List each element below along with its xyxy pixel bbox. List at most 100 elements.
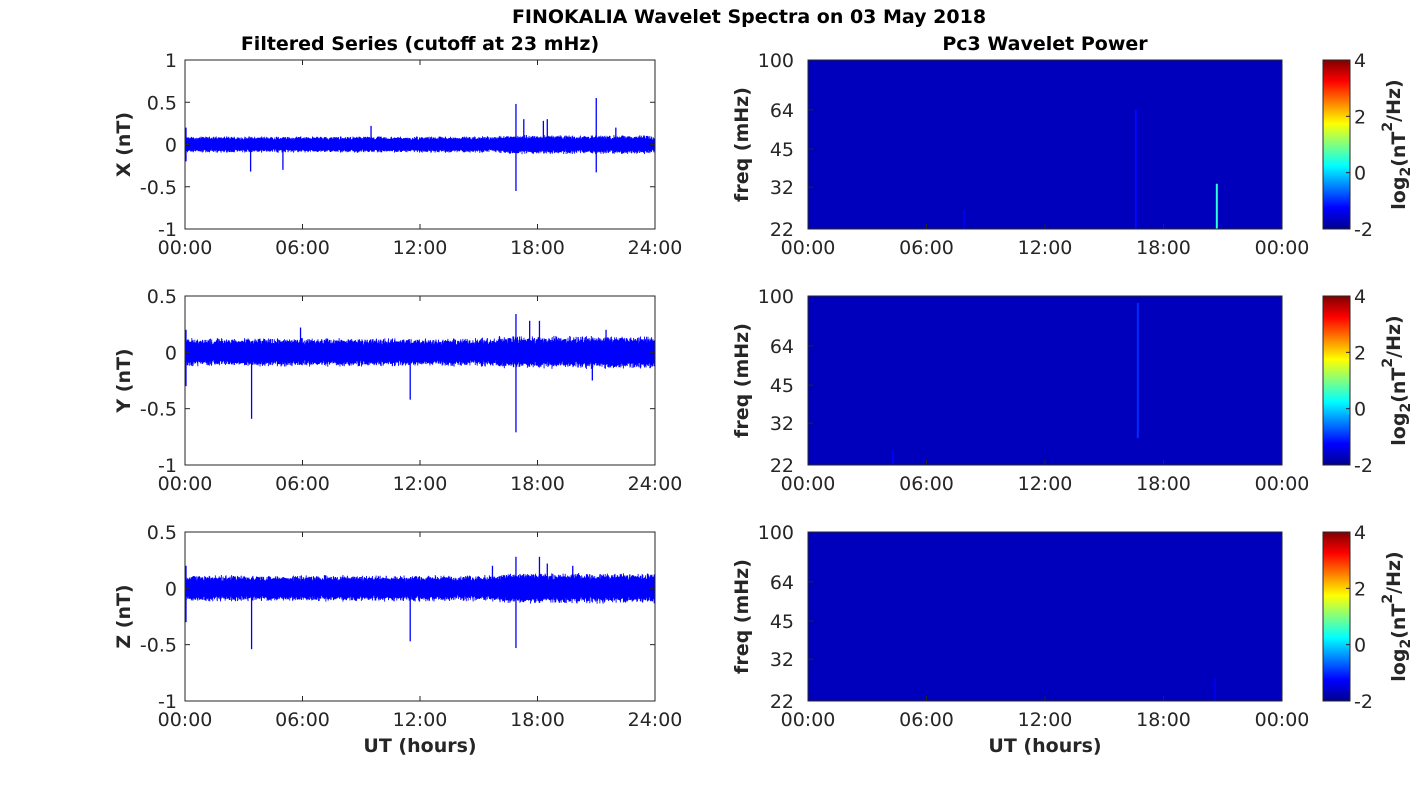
colorbar-frame	[1322, 59, 1351, 230]
power-streak-0	[1136, 302, 1139, 439]
colorbar	[1323, 296, 1350, 465]
power-background	[808, 60, 1282, 229]
power-streak-1	[1215, 183, 1218, 229]
y-tick-label: 45	[770, 611, 794, 633]
x-tick-label: 24:00	[628, 709, 683, 731]
x-tick-label: 00:00	[781, 709, 836, 731]
colorbar-tick-label: 2	[1354, 578, 1366, 600]
y-tick-label: -1	[158, 691, 177, 713]
plot-frame	[184, 295, 656, 466]
x-tick-label: 06:00	[899, 237, 954, 259]
right-x-axis-label: UT (hours)	[988, 735, 1101, 757]
colorbar-tick-label: 0	[1354, 163, 1366, 185]
x-tick-label: 06:00	[275, 237, 330, 259]
x-tick-label: 12:00	[393, 709, 448, 731]
y-axis-label: freq (mHz)	[731, 559, 753, 674]
y-tick-label: -1	[158, 219, 177, 241]
colorbar-tick-label: 0	[1354, 399, 1366, 421]
x-tick-label: 12:00	[393, 237, 448, 259]
colorbar-label: log2(nT2/Hz)	[1380, 551, 1414, 681]
x-tick-label: 18:00	[1136, 237, 1191, 259]
figure-title: FINOKALIA Wavelet Spectra on 03 May 2018	[512, 6, 986, 28]
colorbar-tick-label: -2	[1354, 691, 1373, 713]
y-axis-label: X (nT)	[113, 112, 135, 177]
x-tick-label: 06:00	[899, 473, 954, 495]
colorbar-label: log2(nT2/Hz)	[1380, 79, 1414, 209]
series-panel-y: 00:00 06:00 12:00 18:00 24:00 0.5 0 -0.5 -1 Y (nT…	[113, 286, 682, 495]
power-streak-0	[1213, 678, 1216, 701]
y-axis-label: freq (mHz)	[731, 87, 753, 202]
colorbar-tick-label: -2	[1354, 455, 1373, 477]
x-tick-label: 00:00	[781, 473, 836, 495]
colorbar-tick-label: -2	[1354, 219, 1373, 241]
y-tick-label: 45	[770, 375, 794, 397]
x-tick-label: 18:00	[510, 237, 565, 259]
colorbar-tick-label: 2	[1354, 342, 1366, 364]
power-panel-x: 00:00 06:00 12:00 18:00 00:00 100 64 45 32 22 freq…	[731, 50, 1414, 259]
y-tick-label: -0.5	[140, 635, 177, 657]
y-tick-label: 64	[770, 572, 794, 594]
x-tick-label: 18:00	[1136, 709, 1191, 731]
y-tick-label: 32	[770, 177, 794, 199]
y-tick-label: 22	[770, 691, 794, 713]
power-streak-2	[963, 210, 966, 229]
x-tick-label: 18:00	[510, 709, 565, 731]
colorbar-tick-label: 4	[1354, 50, 1366, 72]
colorbar-tick-label: 2	[1354, 106, 1366, 128]
x-tick-label: 18:00	[510, 473, 565, 495]
x-tick-label: 18:00	[1136, 473, 1191, 495]
power-streak-0	[1134, 109, 1137, 229]
power-streak-1	[891, 450, 894, 465]
y-tick-label: 22	[770, 219, 794, 241]
y-axis-label: Y (nT)	[113, 348, 135, 413]
x-tick-label: 06:00	[899, 709, 954, 731]
right-column-title: Pc3 Wavelet Power	[942, 33, 1148, 55]
series-line-y	[184, 335, 656, 369]
y-tick-label: 0	[165, 342, 177, 364]
power-background	[808, 532, 1282, 701]
colorbar-label: log2(nT2/Hz)	[1380, 315, 1414, 445]
x-tick-label: 00:00	[781, 237, 836, 259]
colorbar-tick-label: 4	[1354, 522, 1366, 544]
x-tick-label: 24:00	[628, 237, 683, 259]
y-tick-label: 22	[770, 455, 794, 477]
y-tick-label: 0.5	[147, 522, 177, 544]
colorbar-tick-label: 4	[1354, 286, 1366, 308]
x-tick-label: 00:00	[158, 473, 213, 495]
y-tick-label: -0.5	[140, 177, 177, 199]
power-panel-z: 00:00 06:00 12:00 18:00 00:00 100 64 45 32 22 freq…	[731, 522, 1414, 731]
y-tick-label: 0.5	[147, 92, 177, 114]
plot-frame	[184, 531, 656, 702]
x-tick-label: 12:00	[1018, 473, 1073, 495]
colorbar	[1323, 532, 1350, 701]
series-line-x	[184, 135, 656, 155]
left-column-title: Filtered Series (cutoff at 23 mHz)	[241, 33, 599, 55]
y-tick-label: 100	[758, 522, 794, 544]
series-line-z	[184, 572, 656, 604]
y-tick-label: 1	[165, 50, 177, 72]
x-tick-label: 06:00	[275, 709, 330, 731]
power-panel-y: 00:00 06:00 12:00 18:00 00:00 100 64 45 32 22 freq…	[731, 286, 1414, 495]
colorbar	[1323, 60, 1350, 229]
x-tick-label: 12:00	[1018, 709, 1073, 731]
x-tick-label: 00:00	[1255, 473, 1310, 495]
y-axis-label: freq (mHz)	[731, 323, 753, 438]
y-tick-label: 100	[758, 286, 794, 308]
y-tick-label: 64	[770, 336, 794, 358]
x-tick-label: 24:00	[628, 473, 683, 495]
y-tick-label: 32	[770, 413, 794, 435]
series-panel-x: 00:00 06:00 12:00 18:00 24:00 1 0.5 0 -0.5 -1 X (n…	[113, 50, 682, 259]
colorbar-frame	[1322, 531, 1351, 702]
x-tick-label: 00:00	[158, 237, 213, 259]
x-tick-label: 00:00	[1255, 709, 1310, 731]
power-background	[808, 296, 1282, 465]
y-tick-label: 45	[770, 139, 794, 161]
left-x-axis-label: UT (hours)	[363, 735, 476, 757]
x-tick-label: 12:00	[393, 473, 448, 495]
y-tick-label: -0.5	[140, 399, 177, 421]
x-tick-label: 12:00	[1018, 237, 1073, 259]
y-tick-label: 0.5	[147, 286, 177, 308]
y-tick-label: 0	[165, 135, 177, 157]
y-axis-label: Z (nT)	[113, 584, 135, 648]
